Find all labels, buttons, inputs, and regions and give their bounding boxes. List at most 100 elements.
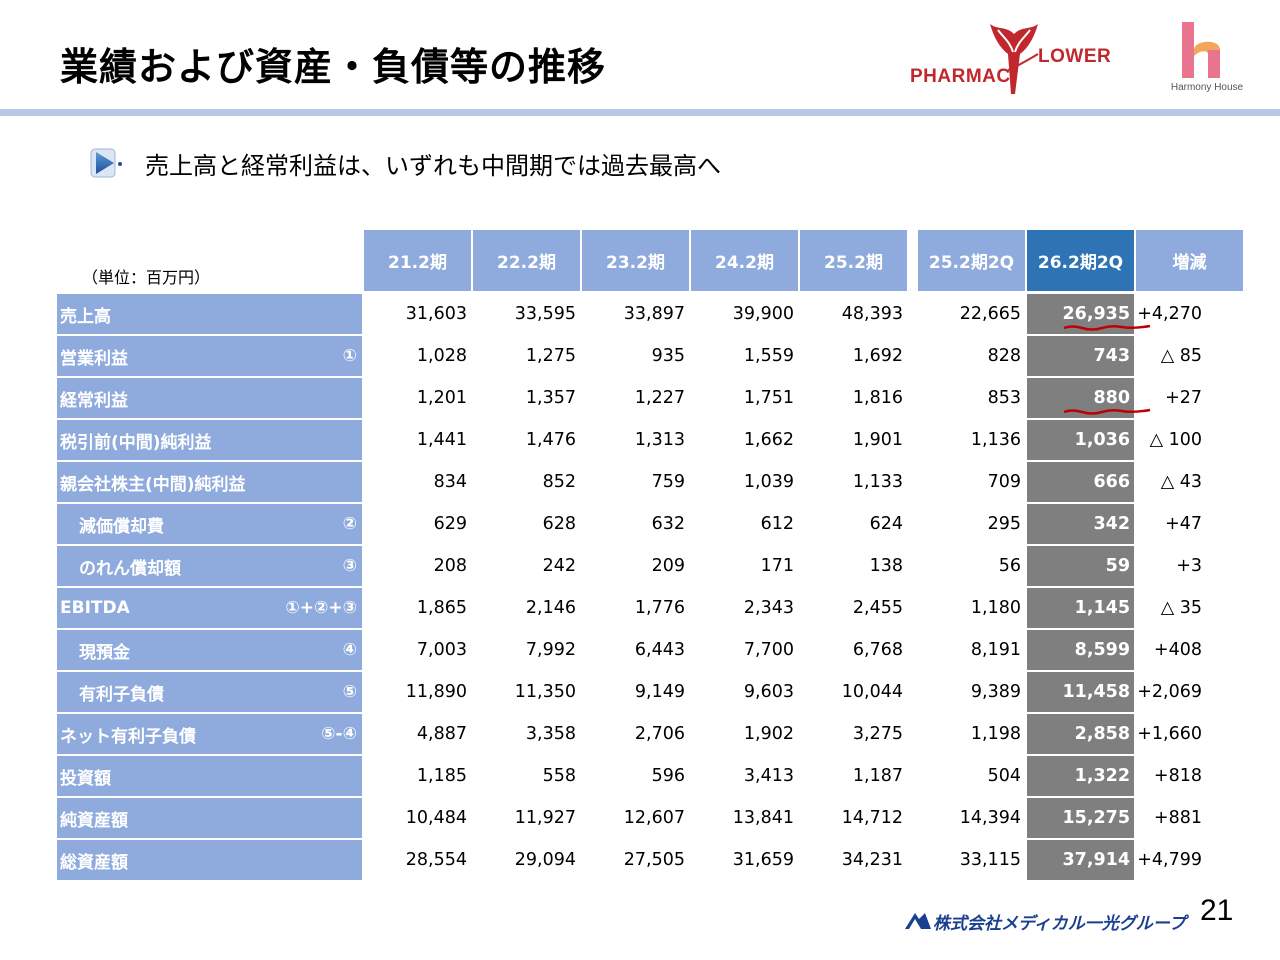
page-title: 業績および資産・負債等の推移	[60, 45, 607, 89]
table-cell: 853	[987, 388, 1021, 408]
current-period-cell: 1,322	[1027, 756, 1134, 796]
col-header-24-2: 24.2期	[691, 230, 798, 291]
table-cell: 10,484	[405, 808, 467, 828]
red-underline-mark	[1063, 408, 1151, 415]
table-cell: 34,231	[841, 850, 903, 870]
table-cell: 14,394	[959, 808, 1021, 828]
table-cell: 1,039	[743, 472, 794, 492]
table-cell: 31,659	[732, 850, 794, 870]
table-cell: 2,146	[525, 598, 576, 618]
red-underline-mark	[1063, 324, 1151, 331]
row-label-text: 純資産額	[60, 810, 128, 831]
row-marker: ①+②+③	[285, 598, 357, 618]
table-cell: 1,902	[743, 724, 794, 744]
table-cell: 1,180	[970, 598, 1021, 618]
table-cell: 7,700	[743, 640, 794, 660]
table-cell: 828	[987, 346, 1021, 366]
harmony-house-logo: Harmony House	[1166, 20, 1248, 98]
row-label-text: 税引前(中間)純利益	[60, 432, 212, 453]
table-cell: 629	[433, 514, 467, 534]
table-cell: 1,028	[416, 346, 467, 366]
row-marker: ③	[342, 556, 357, 576]
company-logo: 株式会社メディカル一光グループ	[905, 909, 1186, 935]
table-cell: 3,358	[525, 724, 576, 744]
row-label: 売上高	[57, 294, 362, 334]
table-cell: 6,443	[634, 640, 685, 660]
table-cell: 7,992	[525, 640, 576, 660]
table-cell: 632	[651, 514, 685, 534]
flower-logo-icon	[990, 24, 1039, 94]
change-cell: △ 35	[1160, 598, 1202, 618]
harmony-house-text: Harmony House	[1170, 82, 1244, 93]
row-label: 総資産額	[57, 840, 362, 880]
table-cell: 2,706	[634, 724, 685, 744]
row-label-text: 経常利益	[60, 390, 128, 411]
table-cell: 8,191	[970, 640, 1021, 660]
table-cell: 9,603	[743, 682, 794, 702]
row-label-text: 親会社株主(中間)純利益	[60, 474, 246, 495]
lower-text: LOWER	[1038, 46, 1112, 67]
row-label-text: 有利子負債	[79, 684, 164, 705]
change-cell: +881	[1153, 808, 1202, 828]
table-cell: 1,313	[634, 430, 685, 450]
table-cell: 628	[542, 514, 576, 534]
table-cell: 1,751	[743, 388, 794, 408]
row-marker: ⑤-④	[321, 724, 357, 744]
current-period-cell: 37,914	[1027, 840, 1134, 880]
change-cell: +47	[1165, 514, 1202, 534]
row-label: 純資産額	[57, 798, 362, 838]
unit-label: （単位：百万円）	[82, 268, 211, 287]
table-cell: 6,768	[852, 640, 903, 660]
table-cell: 1,136	[970, 430, 1021, 450]
table-cell: 1,227	[634, 388, 685, 408]
row-label: 現預金 ④	[57, 630, 362, 670]
row-label: 減価償却費 ②	[57, 504, 362, 544]
table-cell: 11,350	[514, 682, 576, 702]
current-period-cell: 342	[1027, 504, 1134, 544]
current-period-cell: 2,858	[1027, 714, 1134, 754]
row-marker: ④	[342, 640, 357, 660]
row-label-text: 売上高	[60, 306, 111, 327]
col-header-22-2: 22.2期	[473, 230, 580, 291]
row-marker: ⑤	[342, 682, 357, 702]
table-cell: 295	[987, 514, 1021, 534]
subtitle-text: 売上高と経常利益は、いずれも中間期では過去最高へ	[145, 152, 721, 180]
table-cell: 33,115	[959, 850, 1021, 870]
table-cell: 27,505	[623, 850, 685, 870]
table-cell: 1,133	[852, 472, 903, 492]
table-cell: 596	[651, 766, 685, 786]
header-divider	[0, 109, 1280, 116]
table-cell: 1,776	[634, 598, 685, 618]
col-header-25-2-2q: 25.2期2Q	[918, 230, 1025, 291]
table-cell: 1,185	[416, 766, 467, 786]
change-cell: +2,069	[1137, 682, 1202, 702]
table-cell: 1,476	[525, 430, 576, 450]
table-cell: 208	[433, 556, 467, 576]
row-label: 経常利益	[57, 378, 362, 418]
table-cell: 4,887	[416, 724, 467, 744]
table-cell: 935	[651, 346, 685, 366]
row-marker: ②	[342, 514, 357, 534]
table-cell: 39,900	[732, 304, 794, 324]
table-cell: 504	[987, 766, 1021, 786]
table-cell: 1,187	[852, 766, 903, 786]
arrow-bullet-icon	[90, 148, 124, 180]
row-label-text: 営業利益	[60, 348, 128, 369]
table-cell: 1,692	[852, 346, 903, 366]
table-cell: 31,603	[405, 304, 467, 324]
table-cell: 1,662	[743, 430, 794, 450]
col-header-23-2: 23.2期	[582, 230, 689, 291]
row-label: EBITDA ①+②+③	[57, 588, 362, 628]
current-period-cell: 1,036	[1027, 420, 1134, 460]
table-cell: 22,665	[959, 304, 1021, 324]
table-cell: 209	[651, 556, 685, 576]
row-label: のれん償却額 ③	[57, 546, 362, 586]
table-cell: 834	[433, 472, 467, 492]
change-cell: △ 100	[1149, 430, 1202, 450]
table-cell: 624	[869, 514, 903, 534]
col-header-21-2: 21.2期	[364, 230, 471, 291]
table-cell: 852	[542, 472, 576, 492]
table-cell: 11,927	[514, 808, 576, 828]
table-cell: 9,149	[634, 682, 685, 702]
table-cell: 1,865	[416, 598, 467, 618]
